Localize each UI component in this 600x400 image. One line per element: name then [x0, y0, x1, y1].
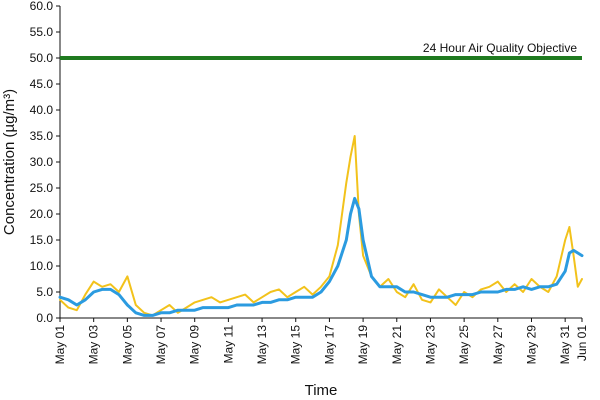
hourly-concentration-line	[59, 135, 583, 317]
x-tick-label: May 11	[221, 325, 235, 364]
running-average-line	[58, 196, 584, 317]
x-tick-label: May 17	[322, 325, 336, 365]
x-tick-label: May 05	[120, 325, 134, 365]
y-tick-label: 45.0	[30, 77, 54, 91]
x-ticks-layer: May 01 May 03 May 05 May 07 May 09 May 11 May …	[53, 318, 589, 364]
x-tick-label: May 29	[524, 325, 538, 365]
y-tick-label: 0.0	[36, 311, 53, 325]
x-axis-title: Time	[305, 382, 338, 399]
objective-label: 24 Hour Air Quality Objective	[423, 41, 577, 55]
y-tick-label: 35.0	[30, 129, 54, 143]
x-tick-label: May 19	[356, 325, 370, 365]
x-tick-label: May 25	[457, 325, 471, 365]
y-ticks-layer: 0.0 5.0 10.0 15.0 20.0 25.0 30.0 35.0 40.0 45.0 50…	[30, 0, 60, 325]
x-tick-label: May 01	[53, 325, 67, 365]
x-tick-label: May 21	[390, 325, 404, 365]
objective-layer: 24 Hour Air Quality Objective	[60, 41, 582, 60]
y-tick-label: 40.0	[30, 103, 54, 117]
x-tick-label: May 23	[423, 325, 437, 365]
x-tick-label: Jun 01	[575, 325, 589, 361]
x-tick-label: May 03	[87, 325, 101, 365]
y-tick-label: 50.0	[30, 51, 54, 65]
y-axis-title: Concentration (µg/m³)	[1, 89, 18, 235]
x-tick-label: May 13	[255, 325, 269, 365]
series-layer	[58, 135, 584, 317]
y-tick-label: 10.0	[30, 259, 54, 273]
x-tick-label: May 07	[154, 325, 168, 365]
x-tick-label: May 31	[558, 325, 572, 365]
y-tick-label: 20.0	[30, 207, 54, 221]
y-tick-label: 55.0	[30, 25, 54, 39]
y-tick-label: 60.0	[30, 0, 54, 13]
y-tick-label: 30.0	[30, 155, 54, 169]
x-tick-label: May 27	[491, 325, 505, 365]
y-tick-label: 25.0	[30, 181, 54, 195]
x-tick-label: May 09	[188, 325, 202, 365]
y-tick-label: 15.0	[30, 233, 54, 247]
y-tick-label: 5.0	[36, 285, 53, 299]
x-tick-label: May 15	[289, 325, 303, 365]
